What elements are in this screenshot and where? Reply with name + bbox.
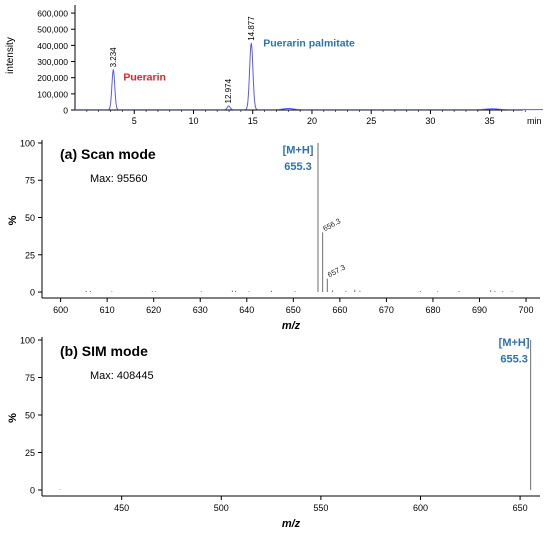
spectrum-y-axis-label: %: [7, 413, 19, 423]
spectrum-y-tick-label: 50: [25, 411, 35, 421]
spectrum-x-tick-label: 680: [425, 305, 440, 315]
scan-mode-panel: 0 25 50 75 100 600 610 620 630 640 650 660 670 680 690…: [7, 138, 540, 332]
spectrum-x-tick-label: 610: [100, 305, 115, 315]
scan-mode-title-max: Max: 95560: [90, 173, 147, 185]
spectrum-x-tick-label: 670: [379, 305, 394, 315]
spectrum-x-tick-label: 600: [413, 503, 428, 513]
spectrum-y-tick-label: 0: [30, 486, 35, 496]
spectrum-y-tick-label: 25: [25, 448, 35, 458]
spectrum-peak-label: 657.3: [326, 263, 347, 280]
ion-annotation: [M+H]: [499, 337, 530, 349]
puerarin-palmitate-label: Puerarin palmitate: [263, 38, 355, 50]
chromatogram-y-axis-label: intensity: [5, 37, 16, 74]
spectrum-y-tick-label: 25: [25, 250, 35, 260]
chromatogram-x-tick-label: 25: [366, 116, 376, 126]
chromatogram-x-tick-label: 15: [248, 116, 258, 126]
spectrum-y-tick-label: 75: [25, 176, 35, 186]
spectrum-x-tick-label: 650: [286, 305, 301, 315]
sim-mode-panel: 0 25 50 75 100 450 500 550 600 650 m/z% (b) SIM mod…: [7, 336, 540, 530]
spectrum-y-tick-label: 100: [20, 336, 35, 346]
spectrum-x-axis-label: m/z: [282, 518, 301, 530]
spectrum-x-tick-label: 700: [519, 305, 534, 315]
spectrum-x-tick-label: 630: [193, 305, 208, 315]
spectrum-x-tick-label: 600: [53, 305, 68, 315]
peak-rt-label: 12.974: [224, 78, 233, 103]
ion-annotation: 655.3: [500, 354, 528, 366]
chromatogram-y-tick-label: 400,000: [37, 41, 68, 51]
chromatogram-y-tick-label: 200,000: [37, 73, 68, 83]
spectrum-y-tick-label: 100: [20, 138, 35, 148]
spectrum-x-tick-label: 620: [146, 305, 161, 315]
chromatogram-x-axis-label: min: [527, 116, 542, 126]
spectrum-x-tick-label: 450: [114, 503, 129, 513]
spectrum-x-tick-label: 500: [214, 503, 229, 513]
peak-rt-label: 3.234: [109, 47, 118, 68]
scan-mode-title: (a) Scan mode: [60, 146, 156, 162]
spectrum-x-axis-label: m/z: [282, 320, 301, 332]
spectrum-y-tick-label: 75: [25, 373, 35, 383]
chromatogram-x-tick-label: 20: [307, 116, 317, 126]
puerarin-label: Puerarin: [123, 72, 166, 84]
sim-mode-title: (b) SIM mode: [60, 343, 148, 359]
chromatogram-y-tick-label: 600,000: [37, 9, 68, 19]
ion-annotation: [M+H]: [283, 144, 314, 156]
chromatogram-y-tick-label: 100,000: [37, 89, 68, 99]
chromatogram-panel: 0 100,000 200,000 300,000 400,000 500,000 600,…: [5, 5, 543, 126]
chromatogram-y-tick-label: 0: [63, 106, 68, 116]
chromatogram-x-tick-label: 10: [188, 116, 198, 126]
peak-rt-label: 14.877: [247, 16, 256, 41]
sim-mode-title-max: Max: 408445: [90, 370, 154, 382]
spectrum-peak-label: 656.3: [321, 216, 342, 233]
spectrum-y-tick-label: 50: [25, 213, 35, 223]
spectrum-x-tick-label: 650: [513, 503, 528, 513]
chromatogram-y-tick-label: 500,000: [37, 25, 68, 35]
spectrum-x-tick-label: 550: [313, 503, 328, 513]
chromatogram-trace: [75, 42, 543, 111]
chromatogram-x-tick-label: 35: [485, 116, 495, 126]
spectrum-x-tick-label: 660: [332, 305, 347, 315]
chromatogram-x-tick-label: 30: [425, 116, 435, 126]
chromatogram-y-tick-label: 300,000: [37, 57, 68, 67]
spectrum-y-tick-label: 0: [30, 288, 35, 298]
spectrum-x-tick-label: 690: [472, 305, 487, 315]
spectrum-y-axis-label: %: [7, 215, 19, 225]
chromatogram-x-tick-label: 5: [132, 116, 137, 126]
ion-annotation: 655.3: [284, 161, 312, 173]
spectrum-x-tick-label: 640: [239, 305, 254, 315]
